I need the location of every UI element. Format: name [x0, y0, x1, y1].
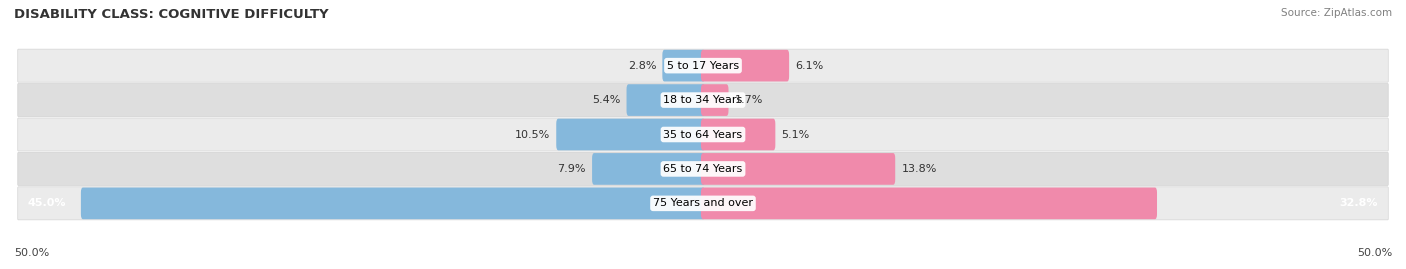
Text: Source: ZipAtlas.com: Source: ZipAtlas.com: [1281, 8, 1392, 18]
Text: 5.1%: 5.1%: [782, 129, 810, 140]
FancyBboxPatch shape: [82, 187, 704, 219]
Text: DISABILITY CLASS: COGNITIVE DIFFICULTY: DISABILITY CLASS: COGNITIVE DIFFICULTY: [14, 8, 329, 21]
Text: 18 to 34 Years: 18 to 34 Years: [664, 95, 742, 105]
FancyBboxPatch shape: [18, 118, 1388, 151]
FancyBboxPatch shape: [18, 84, 1388, 116]
Text: 5.4%: 5.4%: [592, 95, 620, 105]
FancyBboxPatch shape: [627, 84, 704, 116]
FancyBboxPatch shape: [702, 153, 896, 185]
Text: 65 to 74 Years: 65 to 74 Years: [664, 164, 742, 174]
FancyBboxPatch shape: [662, 50, 704, 82]
Text: 50.0%: 50.0%: [1357, 248, 1392, 258]
FancyBboxPatch shape: [592, 153, 704, 185]
Text: 32.8%: 32.8%: [1340, 198, 1378, 208]
Text: 6.1%: 6.1%: [796, 61, 824, 71]
FancyBboxPatch shape: [702, 50, 789, 82]
Text: 1.7%: 1.7%: [735, 95, 763, 105]
FancyBboxPatch shape: [702, 119, 775, 150]
Text: 50.0%: 50.0%: [14, 248, 49, 258]
Text: 2.8%: 2.8%: [627, 61, 657, 71]
Text: 75 Years and over: 75 Years and over: [652, 198, 754, 208]
Text: 10.5%: 10.5%: [515, 129, 550, 140]
Text: 7.9%: 7.9%: [557, 164, 586, 174]
Text: 13.8%: 13.8%: [901, 164, 936, 174]
Text: 5 to 17 Years: 5 to 17 Years: [666, 61, 740, 71]
Text: 45.0%: 45.0%: [28, 198, 66, 208]
Text: 35 to 64 Years: 35 to 64 Years: [664, 129, 742, 140]
FancyBboxPatch shape: [18, 153, 1388, 185]
FancyBboxPatch shape: [702, 84, 728, 116]
FancyBboxPatch shape: [557, 119, 704, 150]
FancyBboxPatch shape: [18, 187, 1388, 220]
FancyBboxPatch shape: [18, 49, 1388, 82]
FancyBboxPatch shape: [702, 187, 1157, 219]
